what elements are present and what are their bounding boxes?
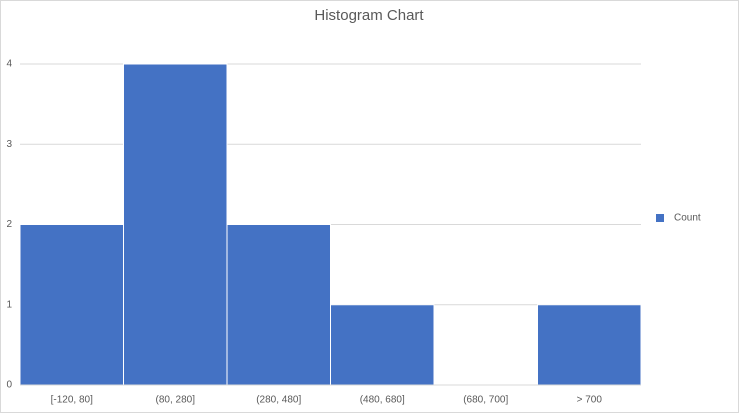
y-tick-label: 1 — [6, 299, 12, 310]
y-tick-label: 0 — [6, 380, 12, 391]
chart-title: Histogram Chart — [314, 7, 424, 24]
legend-label: Count — [674, 213, 701, 224]
y-tick-label: 2 — [6, 219, 12, 230]
bar — [19, 224, 124, 386]
x-tick-label: [-120, 80] — [51, 395, 93, 406]
bar — [537, 304, 642, 386]
legend-swatch — [656, 214, 664, 222]
x-tick-label: (480, 680] — [360, 395, 405, 406]
y-tick-label: 4 — [6, 59, 12, 70]
bar — [226, 224, 331, 386]
x-tick-label: (680, 700] — [463, 395, 508, 406]
y-tick-label: 3 — [6, 139, 12, 150]
x-tick-label: (280, 480] — [256, 395, 301, 406]
x-tick-label: > 700 — [577, 395, 603, 406]
bar — [330, 304, 435, 386]
x-tick-label: (80, 280] — [156, 395, 196, 406]
bar — [123, 63, 228, 386]
